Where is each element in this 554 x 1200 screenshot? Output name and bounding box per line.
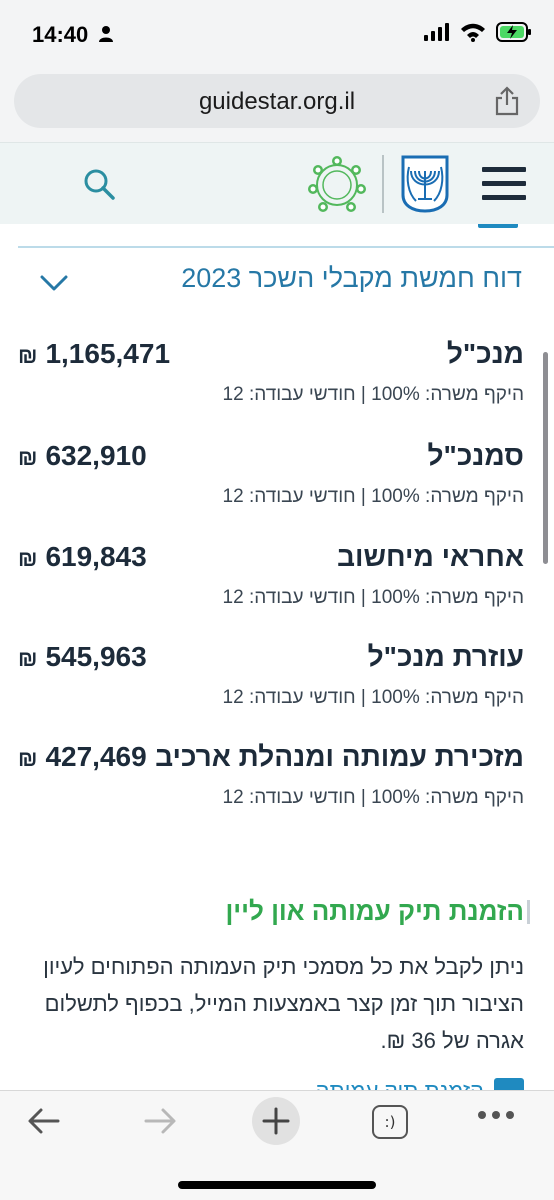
- salary-amount: ₪ 619,843: [18, 541, 147, 573]
- salary-details: היקף משרה: 100% | חודשי עבודה: 12: [222, 787, 524, 808]
- shekel-symbol: ₪: [18, 445, 38, 470]
- home-indicator: [178, 1181, 376, 1189]
- salary-role: אחראי מיחשוב: [337, 541, 524, 572]
- salary-amount: ₪ 545,963: [18, 641, 147, 673]
- tabs-button[interactable]: :): [372, 1105, 408, 1139]
- salary-details: היקף משרה: 100% | חודשי עבודה: 12: [222, 486, 524, 507]
- shekel-symbol: ₪: [18, 343, 38, 368]
- salary-amount: ₪ 632,910: [18, 440, 147, 472]
- guidestar-logo[interactable]: [306, 155, 368, 215]
- shekel-symbol: ₪: [18, 646, 38, 671]
- salary-amount: ₪ 1,165,471: [18, 338, 170, 370]
- salary-details: היקף משרה: 100% | חודשי עבודה: 12: [222, 384, 524, 405]
- browser-address-area: guidestar.org.il: [0, 62, 554, 142]
- salary-amount-value: 545,963: [45, 641, 147, 672]
- share-icon[interactable]: [494, 86, 520, 116]
- more-options-icon[interactable]: [476, 1109, 516, 1121]
- salary-role: מזכירת עמותה ומנהלת ארכיב: [155, 741, 524, 772]
- salary-role: עוזרת מנכ"ל: [367, 641, 524, 672]
- menu-active-indicator: [478, 224, 518, 228]
- salary-details: היקף משרה: 100% | חודשי עבודה: 12: [222, 587, 524, 608]
- salary-row: עוזרת מנכ"ל ₪ 545,963 היקף משרה: 100% | ח…: [18, 641, 524, 741]
- status-bar: 14:40: [0, 0, 554, 62]
- back-arrow-icon[interactable]: [26, 1103, 62, 1139]
- order-heading: הזמנת תיק עמותה און ליין: [225, 896, 524, 926]
- status-indicators: [424, 22, 532, 42]
- salary-amount: ₪ 427,469: [18, 741, 147, 773]
- report-title[interactable]: דוח חמשת מקבלי השכר 2023: [181, 263, 522, 293]
- salary-amount-value: 619,843: [45, 541, 147, 572]
- url-text[interactable]: guidestar.org.il: [198, 88, 356, 115]
- cellular-signal-icon: [424, 23, 449, 41]
- plus-icon: [262, 1107, 290, 1135]
- salary-row: סמנכ"ל ₪ 632,910 היקף משרה: 100% | חודשי …: [18, 440, 524, 540]
- link-badge-icon: [494, 1078, 524, 1092]
- order-link-text[interactable]: הזמנת תיק עמותה: [315, 1078, 484, 1092]
- shekel-symbol: ₪: [18, 546, 38, 571]
- new-tab-button[interactable]: [252, 1097, 300, 1145]
- salary-row: מנכ"ל ₪ 1,165,471 היקף משרה: 100% | חודשי…: [18, 338, 524, 438]
- status-time: 14:40: [32, 22, 89, 47]
- salary-details: היקף משרה: 100% | חודשי עבודה: 12: [222, 687, 524, 708]
- salary-row: מזכירת עמותה ומנהלת ארכיב ₪ 427,469 היקף …: [18, 741, 524, 841]
- address-bar[interactable]: guidestar.org.il: [14, 74, 540, 128]
- salary-role: סמנכ"ל: [427, 440, 524, 471]
- scrollbar[interactable]: [543, 352, 548, 564]
- salary-amount-value: 1,165,471: [45, 338, 171, 369]
- site-header: [0, 142, 554, 224]
- section-divider: [18, 246, 554, 248]
- shekel-symbol: ₪: [18, 746, 38, 771]
- hamburger-menu-icon[interactable]: [482, 165, 526, 203]
- order-link-partial[interactable]: הזמנת תיק עמותה: [294, 1078, 524, 1092]
- person-icon: [99, 26, 113, 42]
- salary-amount-value: 632,910: [45, 440, 147, 471]
- chevron-down-icon[interactable]: [40, 274, 68, 292]
- salary-amount-value: 427,469: [45, 741, 147, 772]
- search-icon[interactable]: [82, 167, 116, 201]
- forward-arrow-icon[interactable]: [142, 1103, 178, 1139]
- heading-accent-bar: [527, 900, 530, 924]
- state-emblem-logo[interactable]: [400, 155, 450, 213]
- browser-toolbar: :): [0, 1090, 554, 1200]
- order-description: ניתן לקבל את כל מסמכי תיק העמותה הפתוחים…: [43, 954, 524, 1053]
- battery-charging-icon: [496, 22, 531, 42]
- logo-divider: [382, 155, 384, 213]
- salary-row: אחראי מיחשוב ₪ 619,843 היקף משרה: 100% | …: [18, 541, 524, 641]
- wifi-icon: [461, 23, 485, 42]
- salary-role: מנכ"ל: [446, 338, 524, 369]
